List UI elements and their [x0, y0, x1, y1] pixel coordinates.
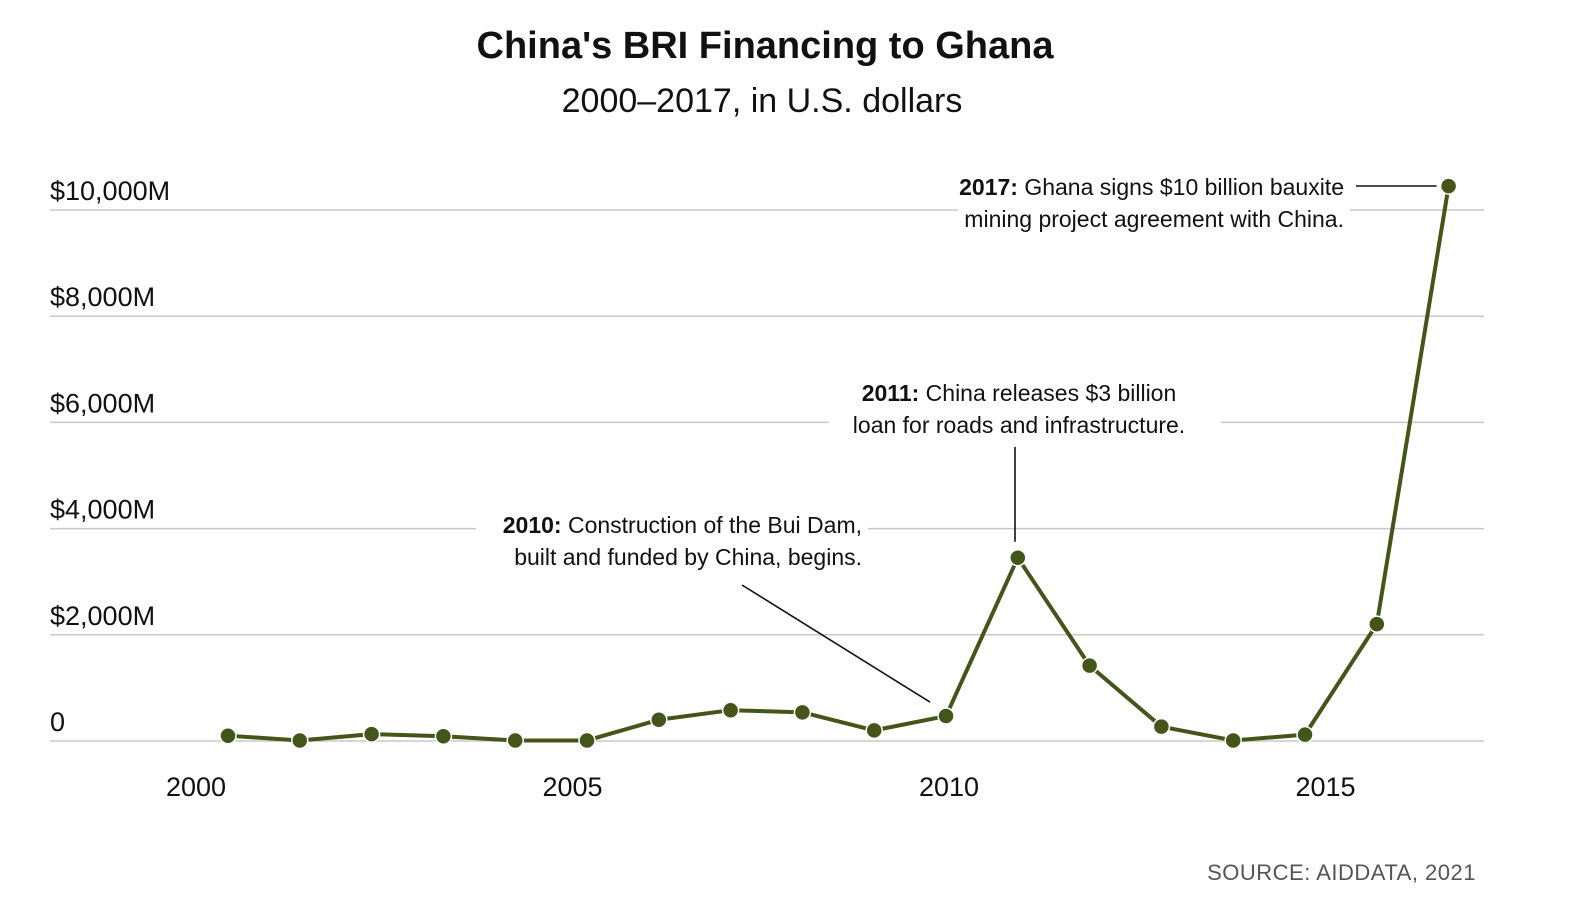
x-tick-label: 2000 — [166, 772, 226, 802]
data-point-2015 — [1296, 725, 1314, 744]
annotation-text: Construction of the Bui Dam, — [562, 512, 862, 538]
data-point-2006 — [650, 711, 668, 729]
y-tick-label: 0 — [50, 707, 65, 737]
data-point-2012 — [1080, 656, 1099, 675]
annotation-line-2: loan for roads and infrastructure. — [853, 412, 1185, 438]
data-point-2011 — [1009, 549, 1027, 567]
annotation-line-1: 2011: China releases $3 billion — [862, 380, 1177, 406]
annotation-year: 2010: — [503, 512, 562, 538]
data-point-2013 — [1152, 717, 1171, 736]
y-tick-label: $6,000M — [50, 388, 155, 418]
y-tick-label: $8,000M — [50, 282, 155, 312]
data-point-2014 — [1224, 731, 1242, 750]
source-note: SOURCE: AIDDATA, 2021 — [1207, 860, 1476, 885]
annotation-line-2: built and funded by China, begins. — [514, 544, 862, 570]
annotation-bg — [958, 169, 1350, 237]
data-point-2009 — [865, 721, 883, 740]
series-layer — [219, 177, 1458, 750]
data-point-2003 — [434, 727, 453, 745]
chart-subtitle: 2000–2017, in U.S. dollars — [562, 82, 963, 120]
y-tick-label: $10,000M — [50, 176, 170, 206]
x-tick-label: 2010 — [919, 772, 979, 802]
chart-title: China's BRI Financing to Ghana — [477, 25, 1055, 67]
x-tick-label: 2005 — [542, 772, 602, 802]
annotation-line-1: 2010: Construction of the Bui Dam, — [503, 512, 862, 538]
data-point-2002 — [362, 725, 381, 743]
annotation-leaders — [741, 185, 1437, 703]
annotation-text: Ghana signs $10 billion bauxite — [1018, 174, 1344, 200]
x-tick-label: 2015 — [1295, 772, 1355, 802]
data-point-2005 — [578, 731, 596, 750]
annotation-year: 2011: — [862, 380, 920, 406]
y-tick-label: $2,000M — [50, 601, 155, 631]
y-tick-label: $4,000M — [50, 495, 155, 525]
data-point-2001 — [291, 731, 309, 750]
x-axis-ticks: 2000 2005 2010 2015 — [166, 772, 1356, 802]
annotation-bg — [476, 507, 868, 575]
annotation-line-1: 2017: Ghana signs $10 billion bauxite — [959, 174, 1344, 200]
annotation-bg — [829, 375, 1221, 443]
data-point-2016 — [1368, 615, 1386, 633]
series-line — [227, 185, 1451, 743]
data-point-2008 — [793, 703, 812, 722]
leader-2010 — [741, 584, 931, 703]
data-point-2010 — [937, 707, 955, 725]
data-point-2017 — [1439, 177, 1458, 195]
annotation-year: 2017: — [959, 174, 1018, 200]
y-axis-ticks: 0 $2,000M $4,000M $6,000M $8,000M $10,000M — [50, 176, 170, 737]
annotation-line-2: mining project agreement with China. — [964, 206, 1344, 232]
annotation-text: China releases $3 billion — [919, 380, 1176, 406]
annotation-layer: 2010: Construction of the Bui Dam, built … — [476, 169, 1350, 575]
data-point-2007 — [721, 701, 740, 719]
data-point-2004 — [506, 731, 524, 750]
data-point-2000 — [219, 726, 237, 745]
grid-layer — [50, 209, 1484, 742]
